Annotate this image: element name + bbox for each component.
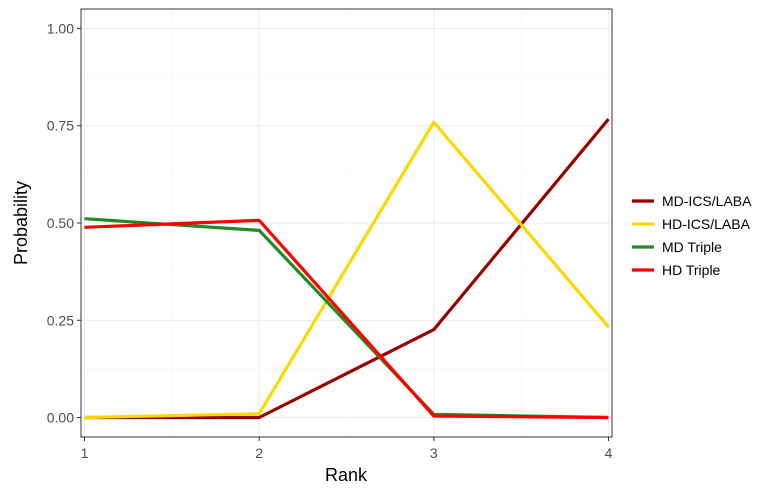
x-axis: 1 2 3 4 [81, 437, 613, 461]
legend: MD-ICS/LABA HD-ICS/LABA MD Triple HD Triple [632, 193, 752, 278]
series-lines [84, 118, 610, 420]
y-tick-label: 0.00 [47, 410, 74, 426]
legend-label-hd-triple: HD Triple [662, 262, 721, 278]
y-tick-label: 0.75 [47, 118, 74, 134]
legend-label-md-ics-laba: MD-ICS/LABA [662, 193, 752, 209]
y-tick-label: 1.00 [47, 20, 74, 36]
y-axis-title: Probability [11, 181, 31, 265]
x-tick-label: 2 [255, 445, 263, 461]
y-tick-label: 0.50 [47, 215, 74, 231]
x-tick-label: 1 [81, 445, 89, 461]
y-axis: 0.00 0.25 0.50 0.75 1.00 [47, 20, 81, 426]
legend-label-md-triple: MD Triple [662, 239, 722, 255]
series-line-hd-triple [84, 218, 609, 420]
legend-label-hd-ics-laba: HD-ICS/LABA [662, 216, 751, 232]
y-tick-label: 0.25 [47, 312, 74, 328]
x-tick-label: 3 [430, 445, 438, 461]
series-line-hd-ics-laba [84, 120, 610, 420]
x-axis-title: Rank [325, 465, 368, 485]
x-tick-label: 4 [605, 445, 613, 461]
